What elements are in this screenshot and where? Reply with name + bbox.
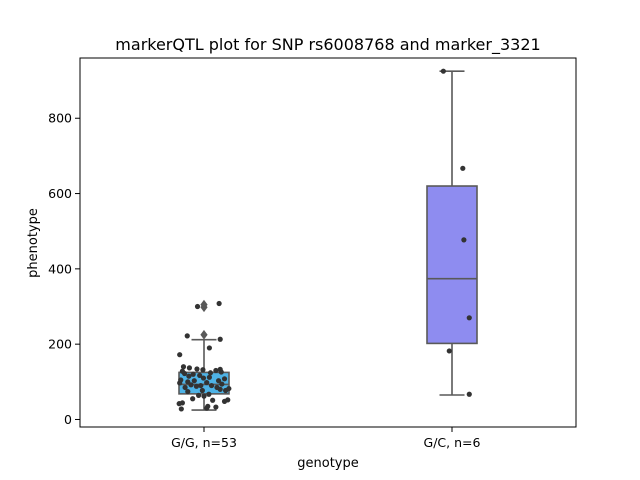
data-point xyxy=(179,400,185,406)
data-point xyxy=(186,373,192,379)
data-point xyxy=(440,68,446,74)
data-point xyxy=(184,333,190,339)
y-tick-label: 800 xyxy=(48,111,72,126)
data-point xyxy=(191,378,197,384)
data-point xyxy=(178,406,184,412)
data-point xyxy=(182,384,188,391)
data-point xyxy=(213,404,219,410)
data-point xyxy=(210,397,216,403)
data-point xyxy=(214,384,220,391)
data-point xyxy=(200,367,206,373)
outlier-marker xyxy=(200,299,208,310)
data-point xyxy=(446,348,452,354)
data-point xyxy=(221,376,228,382)
data-point xyxy=(193,383,200,389)
data-point xyxy=(225,397,231,403)
data-point xyxy=(206,345,212,351)
data-point xyxy=(208,382,215,389)
data-point xyxy=(215,378,222,384)
x-tick-label: G/G, n=53 xyxy=(171,435,237,450)
outlier-marker xyxy=(200,329,208,340)
data-point xyxy=(179,368,185,374)
data-point xyxy=(204,379,210,386)
data-point xyxy=(461,237,467,243)
data-point xyxy=(466,315,472,321)
y-tick-label: 0 xyxy=(64,412,72,427)
x-axis: G/G, n=53 G/C, n=6 xyxy=(171,427,481,450)
data-point xyxy=(198,382,204,389)
data-point xyxy=(197,372,203,379)
data-point xyxy=(217,366,223,372)
points-layer xyxy=(176,68,472,412)
data-point xyxy=(177,352,183,358)
data-point xyxy=(199,387,205,394)
data-point xyxy=(216,300,222,307)
data-point xyxy=(219,381,225,387)
y-tick-label: 400 xyxy=(48,261,72,276)
y-axis-label: phenotype xyxy=(26,208,41,278)
chart-title: markerQTL plot for SNP rs6008768 and mar… xyxy=(115,35,540,55)
data-point xyxy=(207,370,214,376)
data-point xyxy=(185,389,191,395)
data-point xyxy=(190,396,196,402)
data-point xyxy=(185,379,191,385)
data-point xyxy=(196,392,202,398)
x-tick-label: G/C, n=6 xyxy=(424,435,481,450)
data-point xyxy=(226,385,232,392)
data-point xyxy=(200,375,207,381)
data-point xyxy=(206,391,212,397)
data-point xyxy=(190,371,196,377)
data-point xyxy=(460,165,466,171)
data-point xyxy=(206,374,212,380)
data-point xyxy=(194,303,201,310)
y-tick-label: 200 xyxy=(48,337,72,352)
data-point xyxy=(194,366,200,372)
data-point xyxy=(205,403,211,409)
x-axis-label: genotype xyxy=(297,456,358,471)
data-point xyxy=(178,377,184,383)
data-point xyxy=(466,391,472,397)
plot-frame xyxy=(79,57,577,428)
boxes-layer xyxy=(178,70,478,411)
data-point xyxy=(186,365,193,371)
y-axis: 0 200 400 600 800 xyxy=(48,111,80,427)
y-tick-label: 600 xyxy=(48,186,72,201)
data-point xyxy=(201,393,207,399)
data-point xyxy=(213,367,219,374)
data-point xyxy=(217,336,223,342)
data-point xyxy=(180,364,187,370)
